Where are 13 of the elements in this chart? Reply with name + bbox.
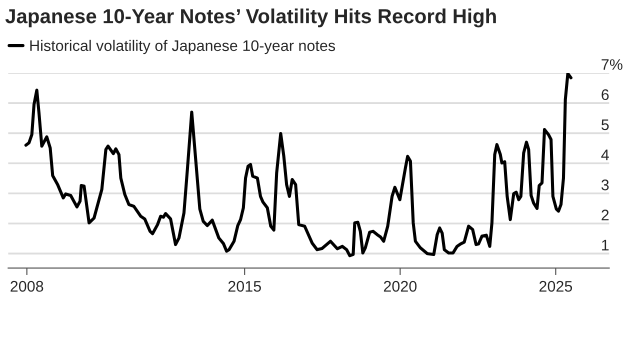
legend-label: Historical volatility of Japanese 10-year notes xyxy=(30,40,336,54)
y-tick-label: 7% xyxy=(602,59,622,70)
y-tick-label: 3 xyxy=(601,180,609,190)
y-tick-label: 4 xyxy=(601,150,609,160)
x-tick-label: 2025 xyxy=(539,280,572,292)
y-tick-label: 1 xyxy=(602,240,609,250)
y-tick-label: 2 xyxy=(602,210,609,220)
y-tick-label: 5 xyxy=(601,119,609,130)
x-tick-label: 2020 xyxy=(384,280,417,292)
x-tick-label: 2008 xyxy=(10,280,44,292)
chart-title: Japanese 10-Year Notes’ Volatility Hits Record High xyxy=(5,8,496,28)
y-tick-label: 6 xyxy=(602,89,609,100)
x-tick-label: 2015 xyxy=(228,280,261,292)
